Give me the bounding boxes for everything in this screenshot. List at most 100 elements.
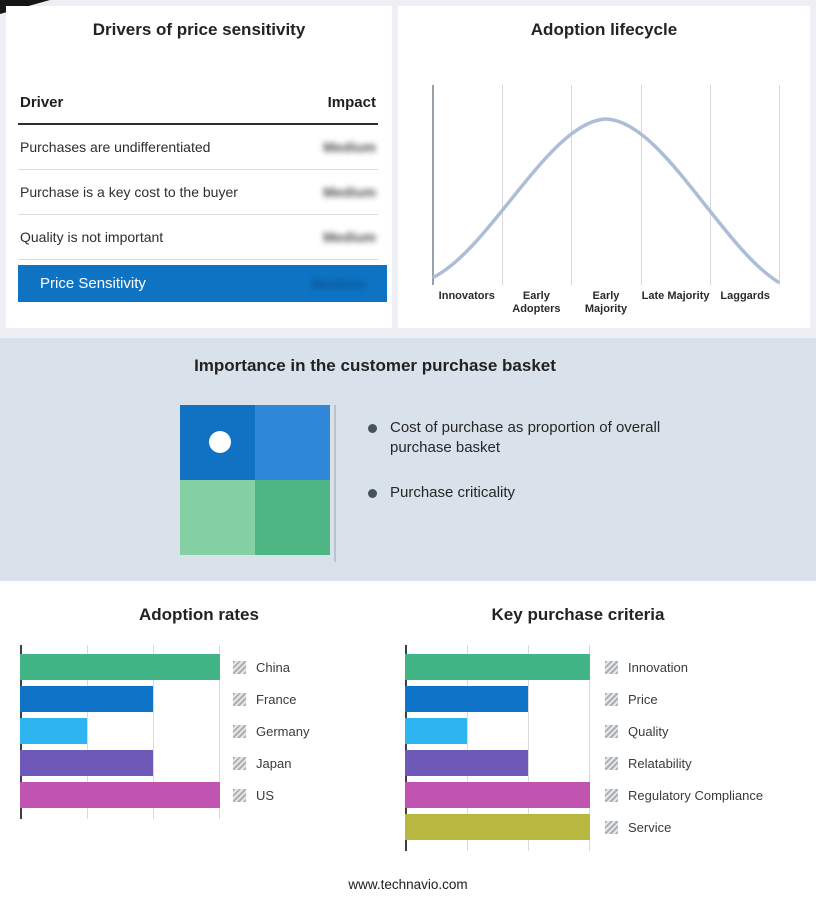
driver-cell: Quality is not important [20, 229, 164, 245]
quadrant-top-right [255, 405, 330, 480]
drivers-panel-title: Drivers of price sensitivity [92, 20, 306, 39]
impact-value-redacted: Medium [323, 184, 376, 200]
basket-bullets: Cost of purchase as proportion of overal… [368, 418, 668, 527]
quadrant-top-left [180, 405, 255, 480]
bar-row [405, 683, 590, 715]
gridline [219, 645, 220, 819]
website-footer: www.technavio.com [348, 877, 468, 892]
price-sensitivity-label: Price Sensitivity [40, 275, 146, 292]
bar-regulatory-compliance [405, 782, 590, 808]
stage-label-innovators: Innovators [438, 290, 495, 302]
legend-item: Germany [233, 715, 309, 747]
legend-label: Service [628, 819, 672, 835]
bar-china [20, 654, 220, 680]
legend-item: Service [605, 811, 763, 843]
legend-swatch-icon [605, 756, 618, 770]
quadrant-bottom-right [255, 480, 330, 555]
impact-value-redacted: Medium [312, 275, 365, 292]
legend-item: France [233, 683, 309, 715]
lifecycle-chart [432, 85, 780, 285]
gridline [432, 85, 434, 285]
gridline [640, 85, 642, 285]
impact-value-redacted: Medium [323, 229, 376, 245]
gridline [86, 645, 88, 819]
bar-quality [405, 718, 467, 744]
legend-item: Innovation [605, 651, 763, 683]
bar-price [405, 686, 529, 712]
gridline [710, 85, 712, 285]
bar-row [405, 811, 590, 843]
quadrant-graphic [180, 405, 330, 555]
legend-label: France [256, 691, 297, 707]
driver-cell: Purchases are undifferentiated [20, 139, 211, 155]
legend-label: China [256, 659, 290, 675]
gridline [528, 645, 530, 851]
gridline [779, 85, 780, 285]
bottom-charts-section: Adoption rates Key purchase criteria [0, 581, 816, 902]
legend-item: Regulatory Compliance [605, 779, 763, 811]
legend-label: Quality [628, 723, 669, 739]
bar-row [405, 651, 590, 683]
legend-label: US [256, 787, 275, 803]
stage-label-laggards: Laggards [720, 290, 770, 302]
quadrant-divider-line [334, 405, 336, 562]
bar-row [405, 715, 590, 747]
legend-item: Quality [605, 715, 763, 747]
legend-label: Germany [256, 723, 310, 739]
gridline [501, 85, 503, 285]
legend-swatch-icon [605, 692, 618, 706]
purchase-basket-band: Importance in the customer purchase bask… [0, 338, 816, 581]
legend-swatch-icon [605, 820, 618, 834]
drivers-panel: Drivers of price sensitivity Driver Impa… [6, 6, 392, 328]
legend-swatch-icon [605, 788, 618, 802]
price-sensitivity-highlight-row: Price Sensitivity Medium [18, 265, 387, 302]
driver-column-header: Driver [20, 94, 64, 111]
table-row: Quality is not important Medium [18, 215, 378, 260]
quadrant-bottom-left [180, 480, 255, 555]
table-row: Purchase is a key cost to the buyer Medi… [18, 170, 378, 215]
legend-swatch-icon [233, 660, 246, 674]
legend-label: Japan [256, 755, 292, 771]
bullet-icon [368, 424, 377, 433]
lifecycle-panel-title: Adoption lifecycle [530, 20, 678, 39]
legend-item: China [233, 651, 309, 683]
legend-item: Price [605, 683, 763, 715]
gridline [153, 645, 155, 819]
bar-row [20, 683, 220, 715]
basket-title: Importance in the customer purchase bask… [194, 356, 556, 375]
legend-item: Relatability [605, 747, 763, 779]
adoption-rates-title: Adoption rates [139, 605, 259, 624]
bar-innovation [405, 654, 590, 680]
position-dot [209, 431, 231, 453]
bar-japan [20, 750, 154, 776]
legend-swatch-icon [605, 660, 618, 674]
impact-column-header: Impact [327, 94, 376, 111]
bullet-text: Cost of purchase as proportion of overal… [390, 419, 661, 457]
stage-label-late-majority: Late Majority [641, 290, 710, 302]
table-row: Purchases are undifferentiated Medium [18, 125, 378, 170]
key-criteria-title: Key purchase criteria [491, 605, 665, 624]
legend-swatch-icon [233, 788, 246, 802]
bell-curve [432, 117, 780, 284]
driver-cell: Purchase is a key cost to the buyer [20, 184, 238, 200]
stage-label-early-majority: Early Majority [584, 290, 628, 316]
lifecycle-stage-labels: Innovators Early Adopters Early Majority… [432, 290, 780, 316]
bar-us [20, 782, 220, 808]
bullet-item: Cost of purchase as proportion of overal… [368, 418, 668, 459]
bar-service [405, 814, 590, 840]
legend-label: Relatability [628, 755, 692, 771]
legend-swatch-icon [605, 724, 618, 738]
bullet-item: Purchase criticality [368, 483, 668, 503]
stage-label-early-adopters: Early Adopters [512, 290, 561, 316]
legend-swatch-icon [233, 756, 246, 770]
bar-relatability [405, 750, 529, 776]
bullet-text: Purchase criticality [390, 483, 516, 501]
bar-france [20, 686, 154, 712]
lifecycle-panel: Adoption lifecycle Innovators Early Adop… [398, 6, 810, 328]
legend-label: Price [628, 691, 658, 707]
bar-row [405, 747, 590, 779]
legend-swatch-icon [233, 724, 246, 738]
gridline [466, 645, 468, 851]
gridline [589, 645, 590, 851]
